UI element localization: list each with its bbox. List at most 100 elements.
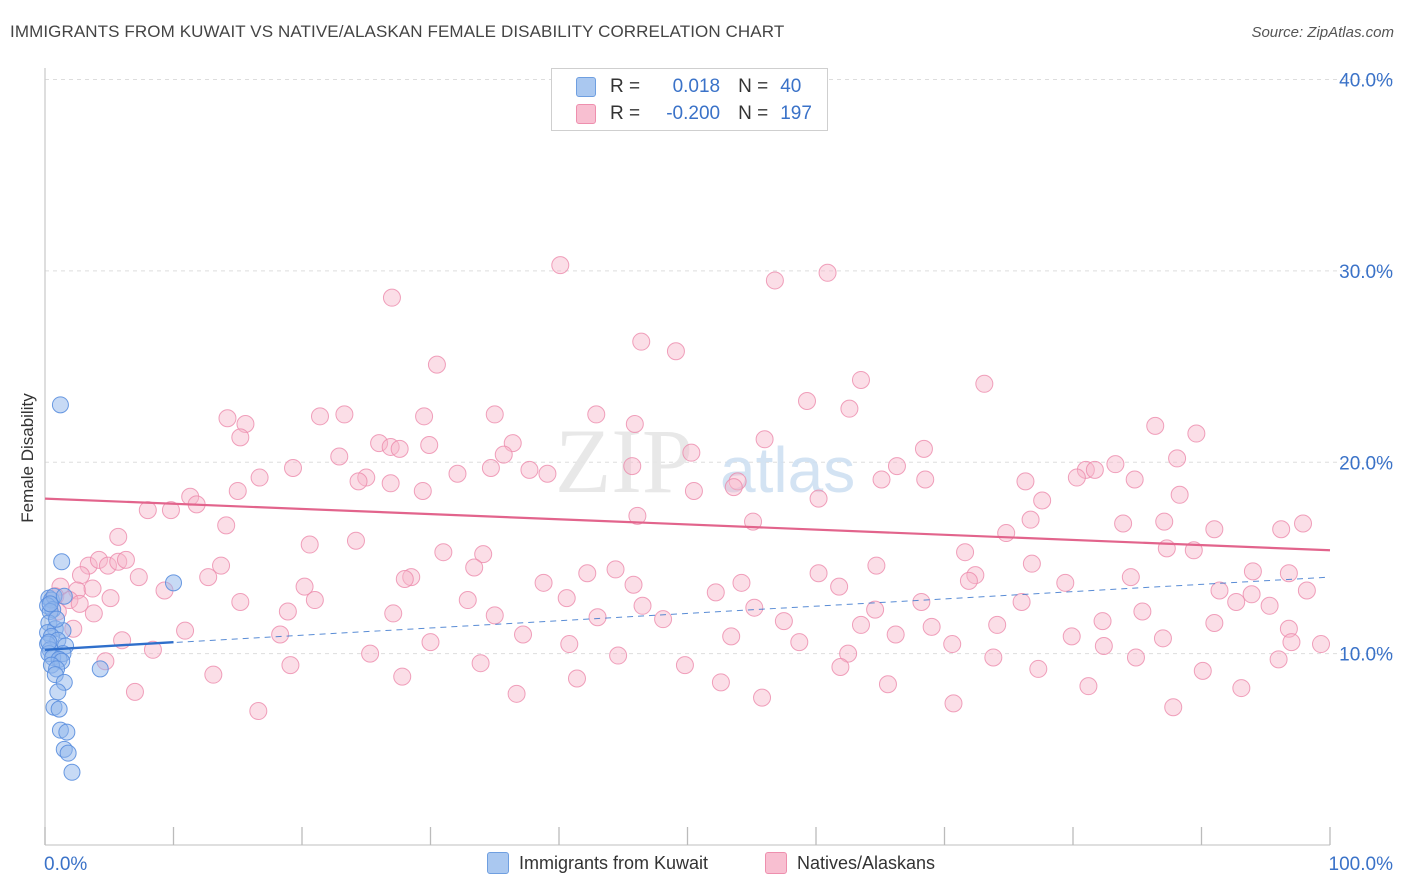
data-point-natives: [711, 673, 730, 692]
data-point-natives: [143, 640, 162, 659]
trend-lines: [44, 497, 1331, 651]
data-point-natives: [485, 405, 504, 424]
data-point-natives: [212, 556, 231, 575]
data-point-natives: [1282, 633, 1301, 652]
blue-points: [39, 396, 182, 781]
data-point-natives: [310, 407, 329, 426]
legend-swatch-blue: [487, 852, 509, 874]
legend-item-natives[interactable]: Natives/Alaskans: [765, 852, 935, 874]
data-point-natives: [384, 604, 403, 623]
data-point-natives: [494, 445, 513, 464]
data-point-natives: [887, 457, 906, 476]
data-point-natives: [878, 675, 897, 694]
data-point-natives: [623, 457, 642, 476]
data-point-kuwait: [49, 683, 67, 701]
data-point-natives: [1312, 635, 1331, 654]
data-point-natives: [1133, 602, 1152, 621]
x-tick-label: 100.0%: [1329, 854, 1394, 875]
data-point-natives: [1114, 514, 1133, 533]
data-point-natives: [912, 592, 931, 611]
data-point-natives: [798, 392, 817, 411]
data-point-natives: [745, 598, 764, 617]
data-point-natives: [1294, 514, 1313, 533]
data-point-natives: [83, 579, 102, 598]
data-point-natives: [609, 646, 628, 665]
data-point-natives: [250, 468, 269, 487]
data-point-natives: [1279, 619, 1298, 638]
data-point-natives: [1242, 585, 1261, 604]
data-point-natives: [335, 405, 354, 424]
data-point-natives: [625, 414, 644, 433]
data-point-natives: [1067, 468, 1086, 487]
legend-r-value: -0.200: [666, 103, 721, 124]
data-point-natives: [1297, 581, 1316, 600]
data-point-kuwait: [59, 744, 77, 762]
data-point-natives: [944, 694, 963, 713]
watermark-atlas: atlas: [720, 434, 855, 506]
data-point-natives: [1164, 698, 1183, 717]
data-point-natives: [682, 443, 701, 462]
data-point-natives: [997, 524, 1016, 543]
pink-points: [46, 256, 1331, 721]
legend-n-label: N =: [738, 103, 769, 124]
data-point-natives: [346, 531, 365, 550]
y-tick-label: 40.0%: [1339, 71, 1393, 92]
legend-row-natives: R = -0.200 N = 197: [576, 101, 812, 127]
data-point-natives: [866, 600, 885, 619]
legend-item-kuwait[interactable]: Immigrants from Kuwait: [487, 852, 708, 874]
data-point-natives: [218, 409, 237, 428]
legend-n-value: 197: [780, 103, 812, 124]
data-point-natives: [1016, 472, 1035, 491]
data-point-natives: [567, 669, 586, 688]
data-point-natives: [753, 688, 772, 707]
data-point-natives: [1205, 520, 1224, 539]
data-point-natives: [706, 583, 725, 602]
data-point-natives: [1033, 491, 1052, 510]
data-point-natives: [1056, 573, 1075, 592]
data-point-natives: [382, 288, 401, 307]
data-point-natives: [988, 615, 1007, 634]
data-point-natives: [161, 501, 180, 520]
data-point-natives: [295, 577, 314, 596]
data-point-natives: [830, 577, 849, 596]
data-point-natives: [485, 606, 504, 625]
trend-line-kuwait: [44, 640, 174, 651]
x-tick-label: 0.0%: [44, 854, 87, 875]
data-point-natives: [557, 589, 576, 608]
data-point-kuwait: [41, 595, 59, 613]
data-point-natives: [101, 589, 120, 608]
data-point-natives: [109, 552, 128, 571]
data-point-natives: [818, 263, 837, 282]
data-point-natives: [551, 256, 570, 275]
data-point-natives: [70, 594, 89, 613]
data-point-natives: [1193, 661, 1212, 680]
data-point-kuwait: [55, 587, 73, 605]
legend-swatch-blue: [576, 77, 596, 97]
data-point-natives: [228, 481, 247, 500]
data-point-natives: [1243, 562, 1262, 581]
data-point-natives: [984, 648, 1003, 667]
data-point-kuwait: [91, 660, 109, 678]
data-point-natives: [361, 644, 380, 663]
legend-r-value: 0.018: [672, 76, 721, 97]
data-point-natives: [578, 564, 597, 583]
data-point-natives: [914, 439, 933, 458]
data-point-natives: [1121, 568, 1140, 587]
data-point-natives: [427, 355, 446, 374]
data-point-natives: [281, 656, 300, 675]
data-point-natives: [129, 568, 148, 587]
data-point-natives: [330, 447, 349, 466]
data-point-natives: [809, 489, 828, 508]
data-point-natives: [633, 596, 652, 615]
data-point-natives: [231, 592, 250, 611]
data-point-natives: [278, 602, 297, 621]
data-point-natives: [867, 556, 886, 575]
data-point-kuwait: [53, 553, 71, 571]
data-point-natives: [79, 556, 98, 575]
data-point-natives: [587, 405, 606, 424]
data-point-natives: [840, 399, 859, 418]
data-point-natives: [84, 604, 103, 623]
data-point-natives: [1170, 485, 1189, 504]
data-point-natives: [606, 560, 625, 579]
